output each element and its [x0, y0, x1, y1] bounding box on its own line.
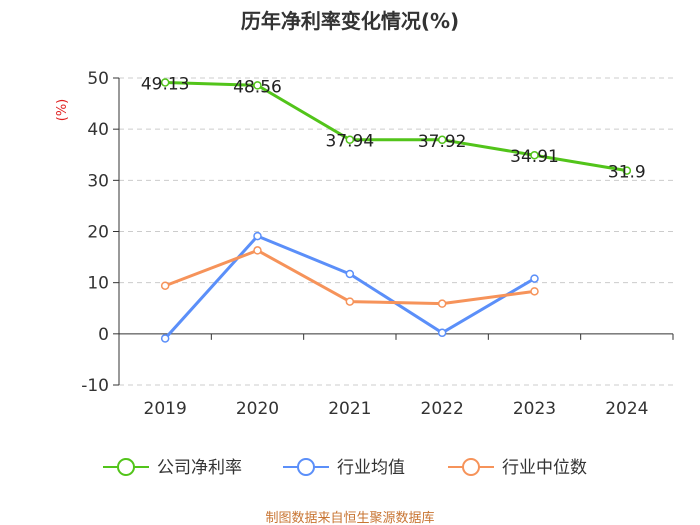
axes: -10 0 10 20 30 40 50 2019 2020 2021 2022 2023 2024 [81, 69, 674, 419]
data-point[interactable] [345, 135, 355, 144]
legend-item-1[interactable]: 公司净利率 [103, 458, 242, 478]
chart-title: 历年净利率变化情况(%) [241, 9, 459, 33]
data-label: 37.92 [418, 132, 467, 152]
y-tick-label: 0 [98, 325, 109, 345]
series-2 [160, 231, 539, 343]
data-point[interactable] [160, 334, 170, 343]
data-point[interactable] [160, 78, 170, 87]
x-tick-label: 2023 [513, 399, 556, 419]
legend-marker [462, 458, 480, 476]
data-label: 48.56 [233, 77, 282, 97]
series-line [165, 80, 628, 173]
y-axis-label: (%) [55, 99, 70, 122]
legend-label: 公司净利率 [157, 458, 242, 478]
x-tick-label: 2021 [328, 399, 371, 419]
data-point[interactable] [253, 81, 262, 90]
data-label: 31.9 [608, 163, 646, 183]
series-line [164, 234, 536, 340]
series-1: 49.13 48.56 37.94 37.92 34.91 31.9 [141, 74, 646, 182]
series-group: 49.13 48.56 37.94 37.92 34.91 31.9 [141, 74, 646, 343]
data-point[interactable] [437, 328, 447, 338]
legend[interactable]: 公司净利率 行业均值 行业中位数 [103, 458, 587, 478]
x-tick-label: 2019 [144, 399, 187, 419]
data-point[interactable] [345, 297, 355, 306]
y-tick-label: 40 [87, 120, 109, 140]
data-label: 37.94 [325, 132, 374, 152]
data-point[interactable] [253, 231, 262, 241]
y-tick-label: -10 [81, 376, 109, 396]
data-label: 49.13 [141, 74, 190, 94]
data-point[interactable] [530, 150, 539, 160]
data-point[interactable] [160, 281, 170, 290]
legend-item-3[interactable]: 行业中位数 [448, 458, 587, 478]
data-point[interactable] [253, 246, 262, 255]
y-tick-label: 10 [87, 274, 109, 294]
series-3 [160, 246, 539, 308]
data-point[interactable] [530, 287, 539, 296]
x-tick-label: 2024 [605, 399, 648, 419]
data-label: 34.91 [510, 147, 559, 167]
legend-marker [297, 458, 315, 476]
legend-label: 行业中位数 [502, 458, 587, 478]
y-tick-label: 30 [87, 171, 109, 191]
legend-marker [117, 458, 135, 476]
data-point[interactable] [437, 299, 447, 308]
data-point[interactable] [530, 274, 539, 283]
y-tick-label: 50 [87, 69, 109, 89]
grid [119, 77, 673, 386]
data-point[interactable] [345, 269, 355, 279]
legend-label: 行业均值 [337, 458, 405, 478]
source-note: 制图数据来自恒生聚源数据库 [265, 510, 434, 525]
data-point[interactable] [437, 135, 447, 145]
legend-item-2[interactable]: 行业均值 [283, 458, 405, 478]
x-tick-label: 2022 [421, 399, 464, 419]
x-tick-label: 2020 [236, 399, 279, 419]
y-tick-label: 20 [87, 223, 109, 243]
data-point[interactable] [622, 166, 632, 175]
